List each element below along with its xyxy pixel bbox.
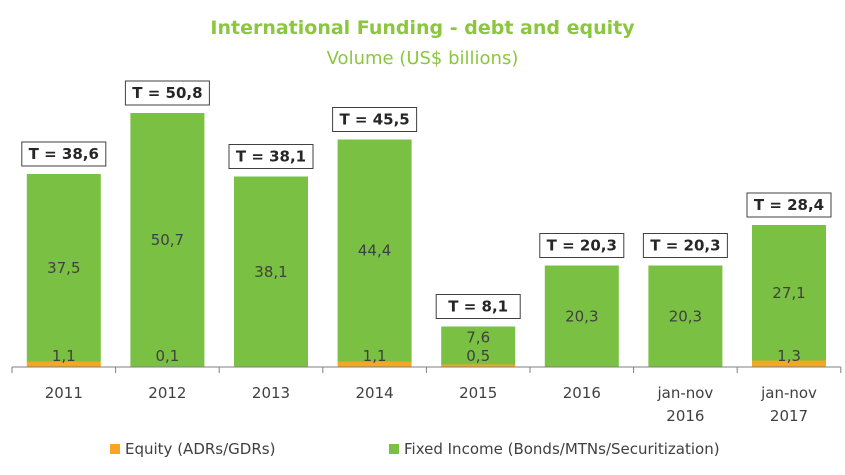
data-label-equity: 1,1 [52,347,76,365]
bar-fixed-income [752,225,826,361]
x-tick-label: 2012 [148,384,186,402]
bar-equity [26,361,101,367]
data-label-fixed-income: 27,1 [772,284,805,302]
data-label-fixed-income: 7,6 [466,329,490,347]
bar-fixed-income [337,139,412,362]
total-box [539,233,625,258]
chart-subtitle: Volume (US$ billions) [326,48,519,69]
total-box [332,107,418,132]
data-label-equity: 1,3 [777,347,801,365]
total-box [228,144,314,169]
legend: Equity (ADRs/GDRs) Fixed Income (Bonds/M… [0,440,845,464]
total-label: T = 50,8 [132,84,202,102]
data-label-equity: 0,1 [155,347,179,365]
data-label-equity: 1,1 [363,347,387,365]
data-label-fixed-income: 38,1 [254,263,287,281]
bar-equity [337,361,412,367]
bar-equity [441,364,516,367]
total-label: T = 45,5 [339,111,409,129]
data-label-fixed-income: 20,3 [565,307,598,325]
bar-chart: 37,5 1,1 T = 38,6 2011 50,7 0,1 T = 50,8 2012 38… [11,80,842,425]
legend-item-equity: Equity (ADRs/GDRs) [110,440,275,458]
legend-swatch-equity [110,444,120,454]
legend-label-fixed-income: Fixed Income (Bonds/MTNs/Securitization) [404,440,720,458]
data-label-equity: 0,5 [466,347,490,365]
total-label: T = 38,6 [29,145,99,163]
total-label: T = 8,1 [448,298,508,316]
data-label-fixed-income: 20,3 [669,307,702,325]
bar-fixed-income [130,113,205,367]
data-label-fixed-income: 44,4 [358,242,391,260]
total-box [21,141,107,167]
legend-label-equity: Equity (ADRs/GDRs) [125,440,276,458]
x-tick-label: 2011 [45,384,83,402]
bar-fixed-income [441,326,516,365]
legend-swatch-fixed-income [389,444,399,454]
x-tick-label: 2017 [770,407,808,425]
total-box [435,294,521,319]
total-box [642,233,728,258]
total-label: T = 20,3 [650,237,720,255]
x-tick-label: 2015 [459,384,497,402]
bar-equity [752,360,826,367]
total-label: T = 20,3 [547,237,617,255]
total-box [124,80,210,106]
total-label: T = 28,4 [754,196,824,214]
bar-fixed-income [26,174,101,362]
chart-title: International Funding - debt and equity [210,17,635,39]
bar-fixed-income [544,265,619,367]
x-tick-label: jan-nov [760,384,817,402]
x-tick-label: 2013 [252,384,290,402]
x-tick-label: 2016 [666,407,704,425]
bar-fixed-income [648,265,723,367]
legend-item-fixed-income: Fixed Income (Bonds/MTNs/Securitization) [389,440,720,458]
bar-fixed-income [234,176,308,367]
data-label-fixed-income: 50,7 [151,231,184,249]
data-label-fixed-income: 37,5 [47,259,80,277]
total-box [746,192,832,218]
x-tick-label: 2014 [356,384,394,402]
x-tick-label: jan-nov [656,384,713,402]
total-label: T = 38,1 [236,148,306,166]
x-tick-label: 2016 [563,384,601,402]
